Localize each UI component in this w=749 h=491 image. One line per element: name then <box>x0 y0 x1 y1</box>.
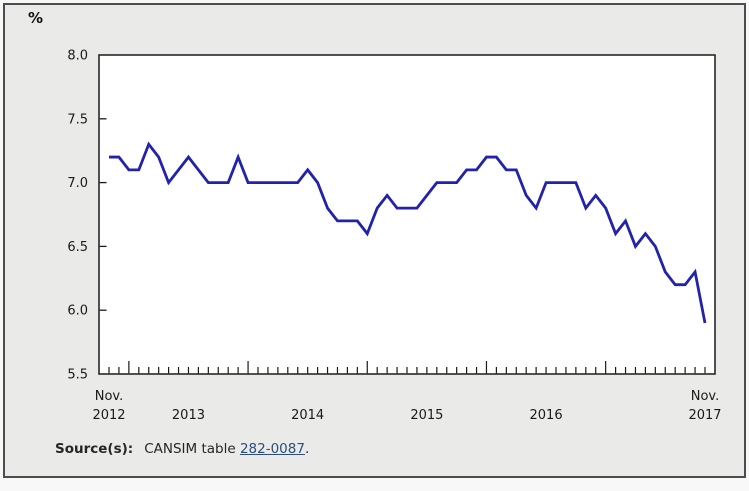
y-axis-unit-label: % <box>28 9 44 27</box>
source-text: CANSIM table <box>144 441 240 457</box>
source-line: Source(s): CANSIM table 282-0087. <box>55 441 309 457</box>
source-link[interactable]: 282-0087 <box>239 441 305 457</box>
chart-panel <box>3 3 746 478</box>
source-text-period: . <box>304 441 310 457</box>
source-label: Source(s): <box>55 441 134 457</box>
